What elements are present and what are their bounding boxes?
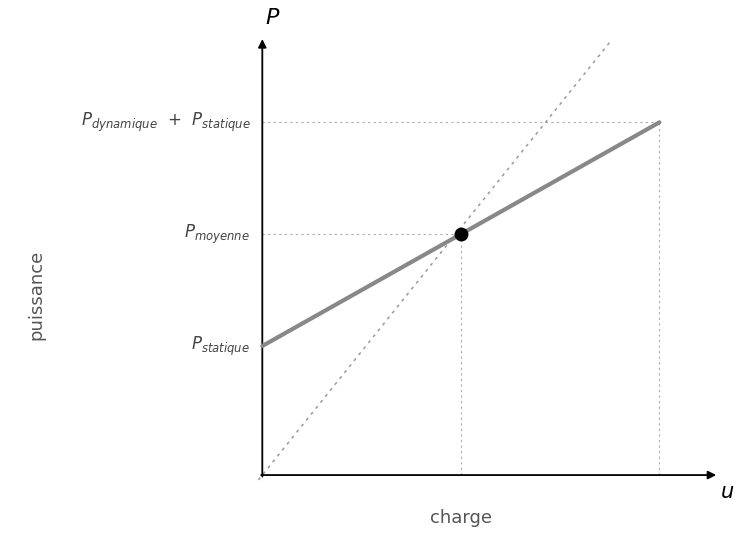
Text: $P_{dynamique}$  +  $P_{statique}$: $P_{dynamique}$ + $P_{statique}$: [80, 111, 250, 134]
Text: puissance: puissance: [27, 249, 45, 340]
Text: $P_{moyenne}$: $P_{moyenne}$: [185, 223, 250, 246]
Text: charge: charge: [430, 509, 492, 527]
Text: $u$: $u$: [719, 482, 734, 502]
Text: $P_{statique}$: $P_{statique}$: [192, 334, 250, 358]
Text: $P$: $P$: [264, 7, 280, 28]
